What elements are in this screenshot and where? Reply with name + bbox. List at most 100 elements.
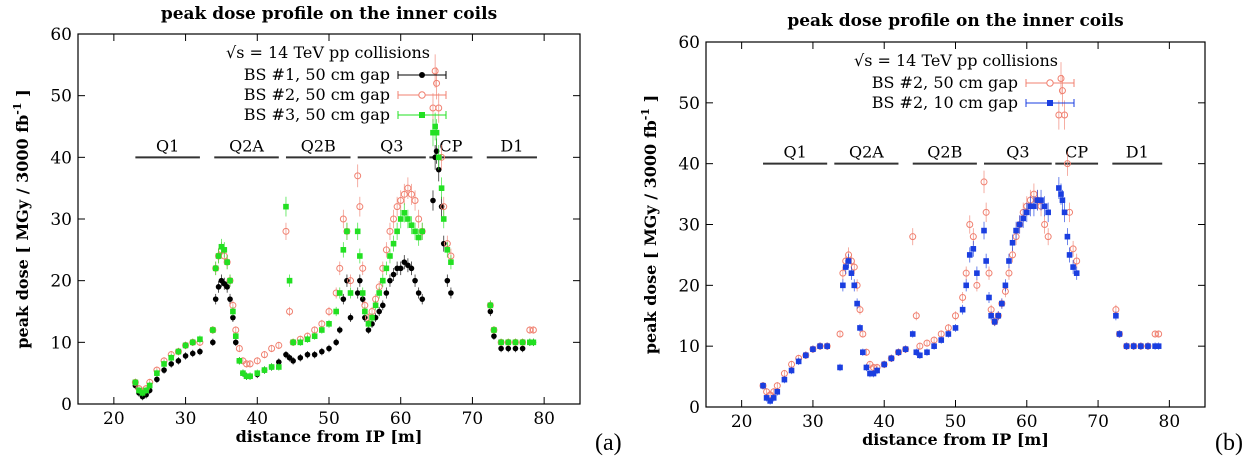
- magnet-label-q1: Q1: [156, 136, 179, 155]
- data-point: [1016, 221, 1023, 228]
- data-point: [433, 129, 440, 136]
- data-point: [344, 277, 350, 284]
- x-tick-label: 70: [462, 409, 484, 429]
- data-point: [867, 370, 873, 377]
- data-point: [1044, 233, 1052, 241]
- data-point: [1063, 160, 1071, 168]
- data-point: [276, 359, 282, 365]
- data-point: [980, 178, 988, 186]
- magnet-label-q2a: Q2A: [229, 136, 264, 155]
- data-point: [357, 277, 363, 284]
- magnet-label-cp: CP: [439, 136, 462, 155]
- data-point: [175, 358, 182, 364]
- data-point: [197, 348, 203, 355]
- data-point: [362, 308, 368, 315]
- legend: √s = 14 TeV pp collisions BS #1, 50 cm ga…: [226, 43, 447, 124]
- legend-marker: [1046, 79, 1054, 87]
- chart-title: peak dose profile on the inner coils: [787, 11, 1123, 31]
- data-point: [397, 197, 405, 204]
- data-point: [974, 270, 980, 276]
- data-point: [981, 227, 987, 234]
- data-point: [275, 341, 283, 349]
- data-point: [991, 319, 998, 325]
- data-point: [837, 364, 843, 371]
- magnet-label-q2a: Q2A: [849, 143, 884, 162]
- data-point: [1069, 245, 1077, 253]
- data-point: [404, 184, 412, 192]
- data-point: [382, 246, 390, 254]
- data-point: [210, 339, 216, 346]
- data-point: [354, 290, 361, 296]
- data-point: [286, 277, 293, 284]
- data-point: [290, 358, 296, 364]
- data-point: [311, 351, 318, 358]
- y-tick-label: 10: [678, 337, 700, 357]
- data-point: [962, 269, 970, 277]
- legend-entry-label: BS #2, 10 cm gap: [872, 93, 1018, 112]
- x-tick-label: 70: [1087, 412, 1109, 432]
- data-point: [347, 290, 354, 296]
- y-axis-label-sup: -1: [639, 108, 652, 120]
- data-point: [212, 296, 219, 302]
- legend-marker: [419, 112, 425, 118]
- data-point: [143, 387, 149, 394]
- data-point: [268, 364, 275, 370]
- data-point: [400, 190, 408, 198]
- legend-entry-label: BS #2, 50 cm gap: [244, 85, 390, 104]
- data-point: [774, 388, 781, 395]
- data-point: [931, 343, 937, 349]
- data-point: [394, 228, 400, 235]
- data-point: [433, 79, 441, 87]
- data-point: [859, 330, 867, 338]
- data-point: [842, 264, 849, 270]
- data-point: [419, 228, 426, 235]
- data-point: [1061, 209, 1068, 216]
- data-point: [168, 354, 175, 361]
- y-axis-label-main: peak dose [ MGy / 3000 fb: [641, 120, 660, 354]
- data-point: [405, 216, 411, 222]
- y-axis-label-end: ]: [641, 95, 660, 108]
- data-point: [448, 259, 454, 265]
- legend-marker: [418, 91, 426, 99]
- data-point: [438, 185, 445, 191]
- data-point: [795, 358, 802, 365]
- data-point: [1005, 269, 1013, 277]
- data-point: [254, 370, 261, 376]
- data-point: [969, 233, 977, 241]
- data-point: [340, 296, 347, 302]
- data-point: [985, 269, 993, 277]
- data-point: [840, 282, 846, 289]
- data-point: [1066, 252, 1073, 258]
- data-point: [519, 345, 526, 352]
- data-point: [197, 336, 203, 343]
- data-point: [1059, 197, 1066, 203]
- data-point: [530, 339, 537, 346]
- data-point: [431, 67, 439, 75]
- data-point: [788, 367, 795, 374]
- data-point: [365, 321, 372, 327]
- series-1: [759, 62, 1163, 399]
- data-point: [1130, 343, 1137, 349]
- data-point: [430, 129, 436, 136]
- data-point: [397, 265, 404, 272]
- data-point: [227, 296, 233, 302]
- data-point: [224, 259, 230, 265]
- data-point: [136, 387, 142, 394]
- data-point: [379, 277, 386, 284]
- data-point: [411, 197, 419, 204]
- data-point: [1041, 221, 1049, 228]
- legend: √s = 14 TeV pp collisions BS #2, 50 cm ga…: [854, 51, 1075, 112]
- data-point: [1064, 233, 1071, 240]
- data-point: [224, 284, 230, 290]
- data-point: [874, 367, 880, 374]
- data-point: [390, 271, 397, 278]
- data-point: [845, 258, 852, 264]
- data-point: [781, 376, 788, 383]
- data-point: [230, 308, 236, 315]
- data-point: [218, 243, 225, 250]
- data-point: [1073, 257, 1081, 265]
- data-point: [236, 358, 243, 364]
- data-point: [973, 281, 981, 289]
- data-point: [297, 354, 304, 361]
- data-point: [959, 294, 967, 301]
